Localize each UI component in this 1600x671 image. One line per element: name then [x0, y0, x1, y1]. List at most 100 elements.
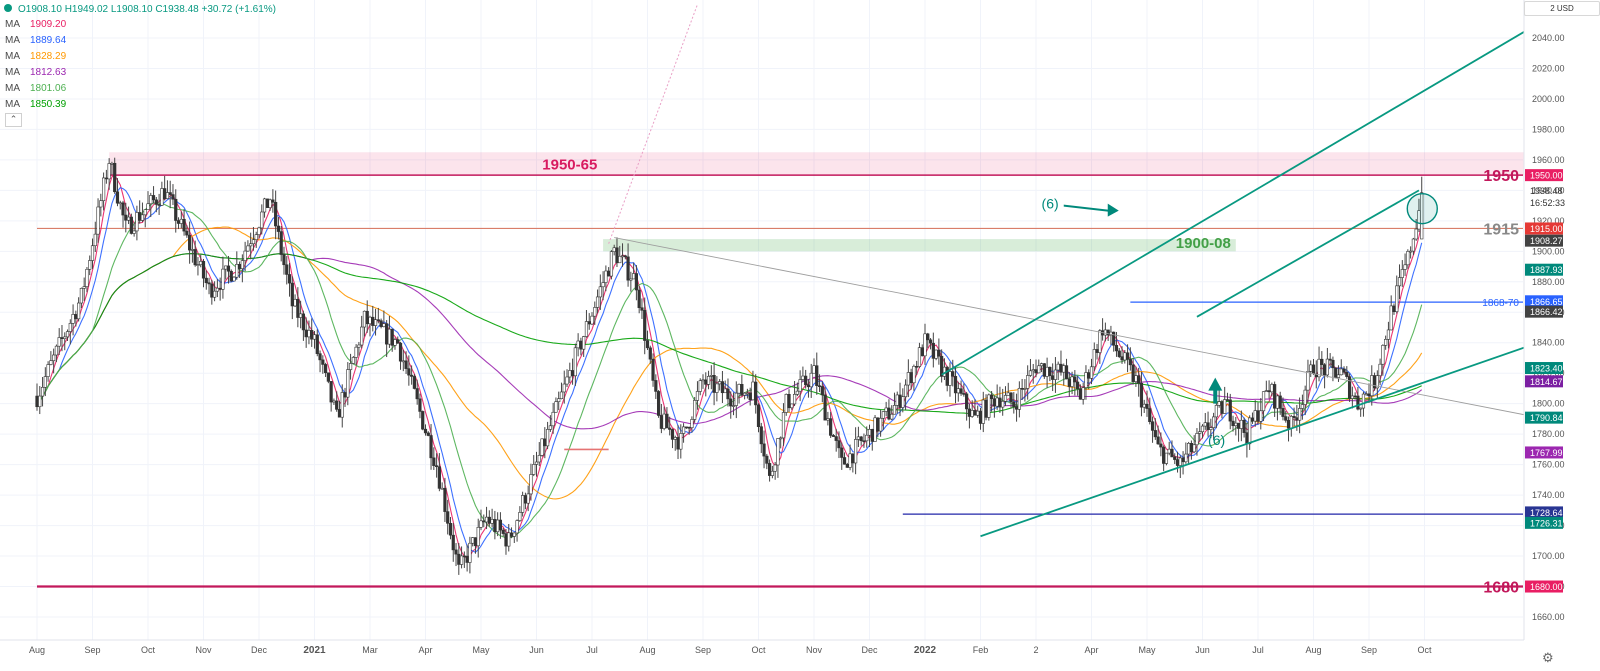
candle-body [509, 532, 514, 537]
candle [948, 362, 952, 397]
candle [901, 388, 905, 413]
candle [709, 365, 713, 390]
candle-body [215, 287, 219, 292]
ma-legend-6[interactable]: MA 1850.39 [5, 99, 67, 110]
currency-selector[interactable]: 2 USD [1524, 1, 1600, 16]
gear-icon[interactable]: ⚙ [1542, 650, 1554, 665]
candle [618, 245, 622, 264]
candle [693, 397, 697, 423]
candle [998, 386, 1002, 413]
candle-body [1278, 395, 1282, 409]
candle [1012, 392, 1016, 414]
candle [756, 403, 761, 433]
candle [448, 517, 453, 540]
candle [407, 355, 411, 386]
candle [1039, 362, 1044, 373]
candle-body [299, 313, 303, 318]
candle-body [1070, 376, 1074, 387]
candle-body [890, 413, 894, 420]
candle [626, 243, 630, 287]
candle [1236, 422, 1241, 442]
price-label-bg [1525, 516, 1563, 529]
candle [1284, 411, 1288, 423]
candle-body [518, 512, 522, 521]
candle-body [1181, 457, 1185, 463]
candle [656, 390, 661, 418]
candle-body [521, 495, 525, 513]
candle [1195, 428, 1199, 456]
candle-body [723, 388, 727, 394]
candle-body [1311, 364, 1316, 375]
candle [1153, 418, 1157, 440]
candle [1081, 382, 1085, 405]
candle-body [35, 395, 39, 408]
price-label-bg [1525, 506, 1563, 519]
candle [965, 391, 969, 421]
candle [779, 436, 783, 449]
price-tick-label: 1920.00 [1532, 216, 1565, 226]
candle-body [1037, 365, 1041, 374]
candle-body [903, 384, 908, 398]
candle [956, 381, 960, 402]
price-label-3: 16:52:33 [1530, 198, 1565, 208]
candle-body [1103, 329, 1107, 336]
candle [82, 277, 86, 301]
candle-body [959, 388, 963, 394]
candle-body [57, 337, 61, 347]
candle [396, 336, 400, 344]
ma-legend-1[interactable]: MA 1909.20 [5, 19, 67, 30]
time-tick-label: Nov [195, 645, 212, 655]
candle [1128, 347, 1132, 371]
candle [1261, 391, 1266, 422]
candle-body [956, 388, 960, 394]
ma-legend-5[interactable]: MA 1801.06 [5, 83, 67, 94]
candle [815, 352, 819, 395]
price-tick-label: 1900.00 [1532, 246, 1565, 256]
candle-body [1386, 329, 1391, 340]
candle [1275, 394, 1280, 421]
chevron-up-icon[interactable]: ⌃ [5, 113, 22, 127]
candle [643, 297, 647, 355]
candle [249, 232, 253, 260]
candle [809, 363, 813, 398]
candle [118, 200, 122, 210]
candle-body [770, 470, 774, 476]
candle [712, 362, 716, 406]
ma-legend-2[interactable]: MA 1889.64 [5, 35, 67, 46]
candle-body [865, 434, 869, 442]
candle-body [551, 411, 555, 427]
candle-body [1223, 399, 1227, 414]
candle-body [801, 375, 805, 380]
candle-body [1153, 430, 1157, 438]
ma-legend-3[interactable]: MA 1828.29 [5, 51, 67, 62]
price-label-bg [1525, 375, 1563, 388]
candle-body [1206, 422, 1210, 430]
candle-body [1275, 395, 1280, 409]
ma-legend-4[interactable]: MA 1812.63 [5, 67, 67, 78]
candle [951, 359, 955, 387]
channel-line-1 [980, 323, 1592, 538]
candle [823, 387, 827, 421]
time-tick-label: May [1138, 645, 1156, 655]
candle-body [1281, 408, 1285, 417]
candle-body [1078, 388, 1082, 400]
candle-body [906, 372, 910, 386]
candle-body [1009, 392, 1013, 403]
candle [1184, 442, 1188, 464]
candle-body [240, 260, 244, 269]
level-label-2: 1915 [1483, 221, 1519, 238]
candle [1406, 249, 1410, 269]
candle-body [684, 426, 688, 429]
candle [1411, 237, 1415, 256]
candle-body [421, 411, 425, 430]
candle [471, 537, 475, 547]
candle-body [348, 363, 353, 370]
candle-body [160, 188, 164, 206]
candle [1400, 260, 1404, 287]
candle [188, 221, 192, 264]
candlesticks [35, 157, 1424, 575]
candle-body [1361, 393, 1366, 409]
candle-body [1261, 391, 1266, 412]
price-label-1: 1950.00 [1530, 171, 1563, 181]
